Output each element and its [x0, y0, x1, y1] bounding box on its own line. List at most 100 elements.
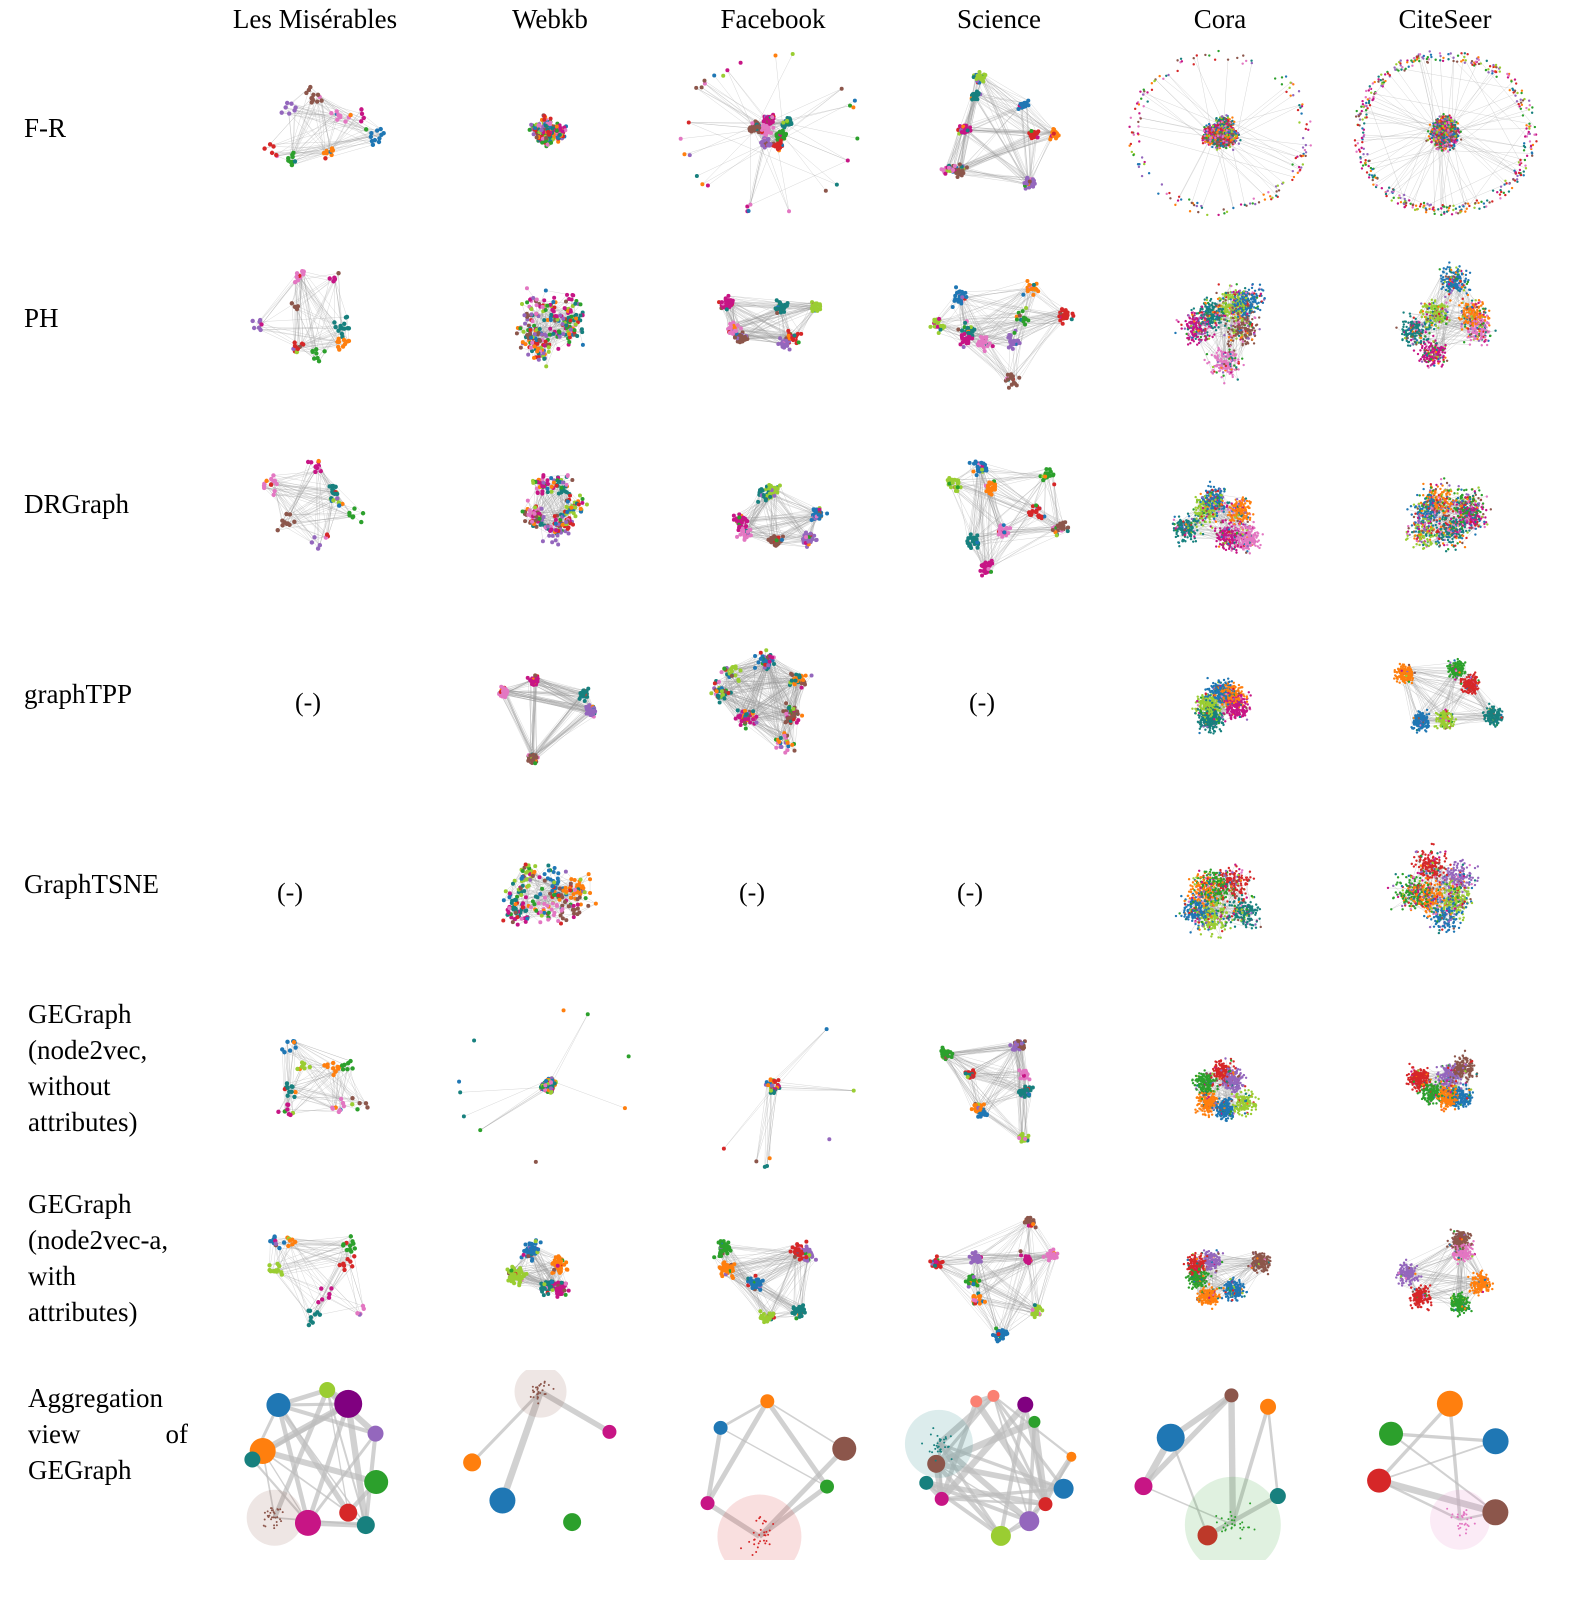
graph-edge [689, 124, 757, 156]
graph-node [1217, 121, 1221, 124]
graph-node [1431, 128, 1434, 131]
graph-node [705, 183, 710, 188]
graph-node [1364, 89, 1368, 93]
graph-edge [1222, 116, 1302, 168]
graph-node [1363, 122, 1366, 125]
graph-node [1514, 94, 1517, 97]
graph-node [1508, 88, 1511, 92]
graph-node [1291, 178, 1294, 182]
graph-edge [293, 150, 327, 153]
graph-edge [1451, 140, 1518, 177]
graph-edge [299, 277, 350, 342]
graph-edge [979, 71, 1056, 133]
graph-node [1132, 133, 1136, 136]
graph-node [1520, 103, 1524, 107]
graph-node [1298, 121, 1301, 124]
graph-node [1528, 104, 1531, 107]
graph-edge [1446, 66, 1494, 136]
graph-edge [961, 132, 1037, 167]
graph-node [1447, 138, 1450, 141]
graph-node [1450, 213, 1454, 216]
graph-node [1435, 143, 1438, 146]
graph-node [1357, 115, 1361, 118]
graph-edge [318, 327, 341, 362]
graph-edge [959, 174, 1034, 181]
graph-node [1463, 61, 1467, 64]
graph-node [1361, 164, 1365, 167]
graph-node [1294, 156, 1297, 160]
graph-edge [1449, 128, 1530, 130]
graph-node [1442, 56, 1445, 60]
graph-node [1371, 178, 1374, 182]
graph-node [377, 136, 382, 141]
graph-node [1456, 127, 1459, 130]
graph-node [1221, 135, 1224, 139]
graph-edge [1364, 122, 1445, 124]
graph-node [1515, 178, 1519, 181]
graph-node [1452, 56, 1455, 59]
graph-node [1407, 65, 1410, 68]
graph-node [250, 318, 255, 324]
graph-node [762, 138, 767, 143]
graph-node [1190, 201, 1193, 205]
graph-node [1354, 115, 1358, 118]
graph-edge [964, 129, 1037, 133]
graph-edge [967, 75, 984, 131]
graph-edge [963, 128, 1029, 184]
graph-node [1429, 53, 1433, 56]
graph-node [336, 270, 341, 276]
graph-node [1463, 52, 1467, 55]
graph-node [1129, 116, 1133, 120]
graph-node [540, 136, 545, 141]
graph-node [1031, 184, 1036, 189]
graph-node [1403, 205, 1406, 209]
graph-node [1203, 134, 1206, 137]
graph-node [1188, 210, 1192, 213]
graph-node [1429, 203, 1433, 207]
graph-node [766, 126, 771, 131]
graph-node [295, 304, 301, 309]
graph-node [1434, 137, 1438, 141]
graph-node [1522, 142, 1526, 145]
graph-node [361, 115, 366, 121]
graph-node [1135, 102, 1139, 105]
graph-node [1522, 170, 1525, 173]
graph-node [1370, 174, 1374, 177]
graph-edge [952, 129, 959, 171]
graph-node [1203, 125, 1206, 129]
graph-node [1491, 72, 1494, 75]
graph-node [1404, 204, 1408, 207]
graph-edge [299, 277, 340, 350]
graph-edge [1373, 117, 1443, 169]
graph-node [1423, 204, 1426, 207]
graph-node [1380, 73, 1383, 76]
graph-node [1503, 183, 1506, 186]
graph-edge [959, 97, 974, 171]
graph-node [1399, 64, 1402, 67]
graph-node [1514, 171, 1517, 174]
graph-node [1459, 130, 1462, 133]
graph-edge [291, 278, 330, 304]
graph-node [1188, 198, 1191, 201]
graph-node [1452, 204, 1455, 208]
graph-node [291, 150, 296, 155]
graph-node [531, 132, 536, 137]
graph-node [1297, 165, 1301, 169]
graph-edge [1226, 104, 1303, 143]
graph-node [542, 117, 547, 122]
graph-node [1192, 57, 1195, 60]
graph-edge [1361, 110, 1442, 128]
graph-node [1458, 205, 1461, 209]
row-header-line: GEGraph [28, 996, 198, 1032]
graph-edge [1364, 134, 1431, 139]
graph-node [1529, 146, 1533, 150]
graph-node [1219, 127, 1222, 131]
graph-node [1223, 120, 1226, 124]
graph-node [1220, 115, 1224, 118]
graph-node [1239, 139, 1242, 142]
graph-node [1216, 138, 1219, 142]
graph-edge [957, 102, 1025, 173]
graph-node [1462, 205, 1465, 208]
graph-node [1499, 185, 1503, 188]
graph-node [1299, 106, 1302, 109]
